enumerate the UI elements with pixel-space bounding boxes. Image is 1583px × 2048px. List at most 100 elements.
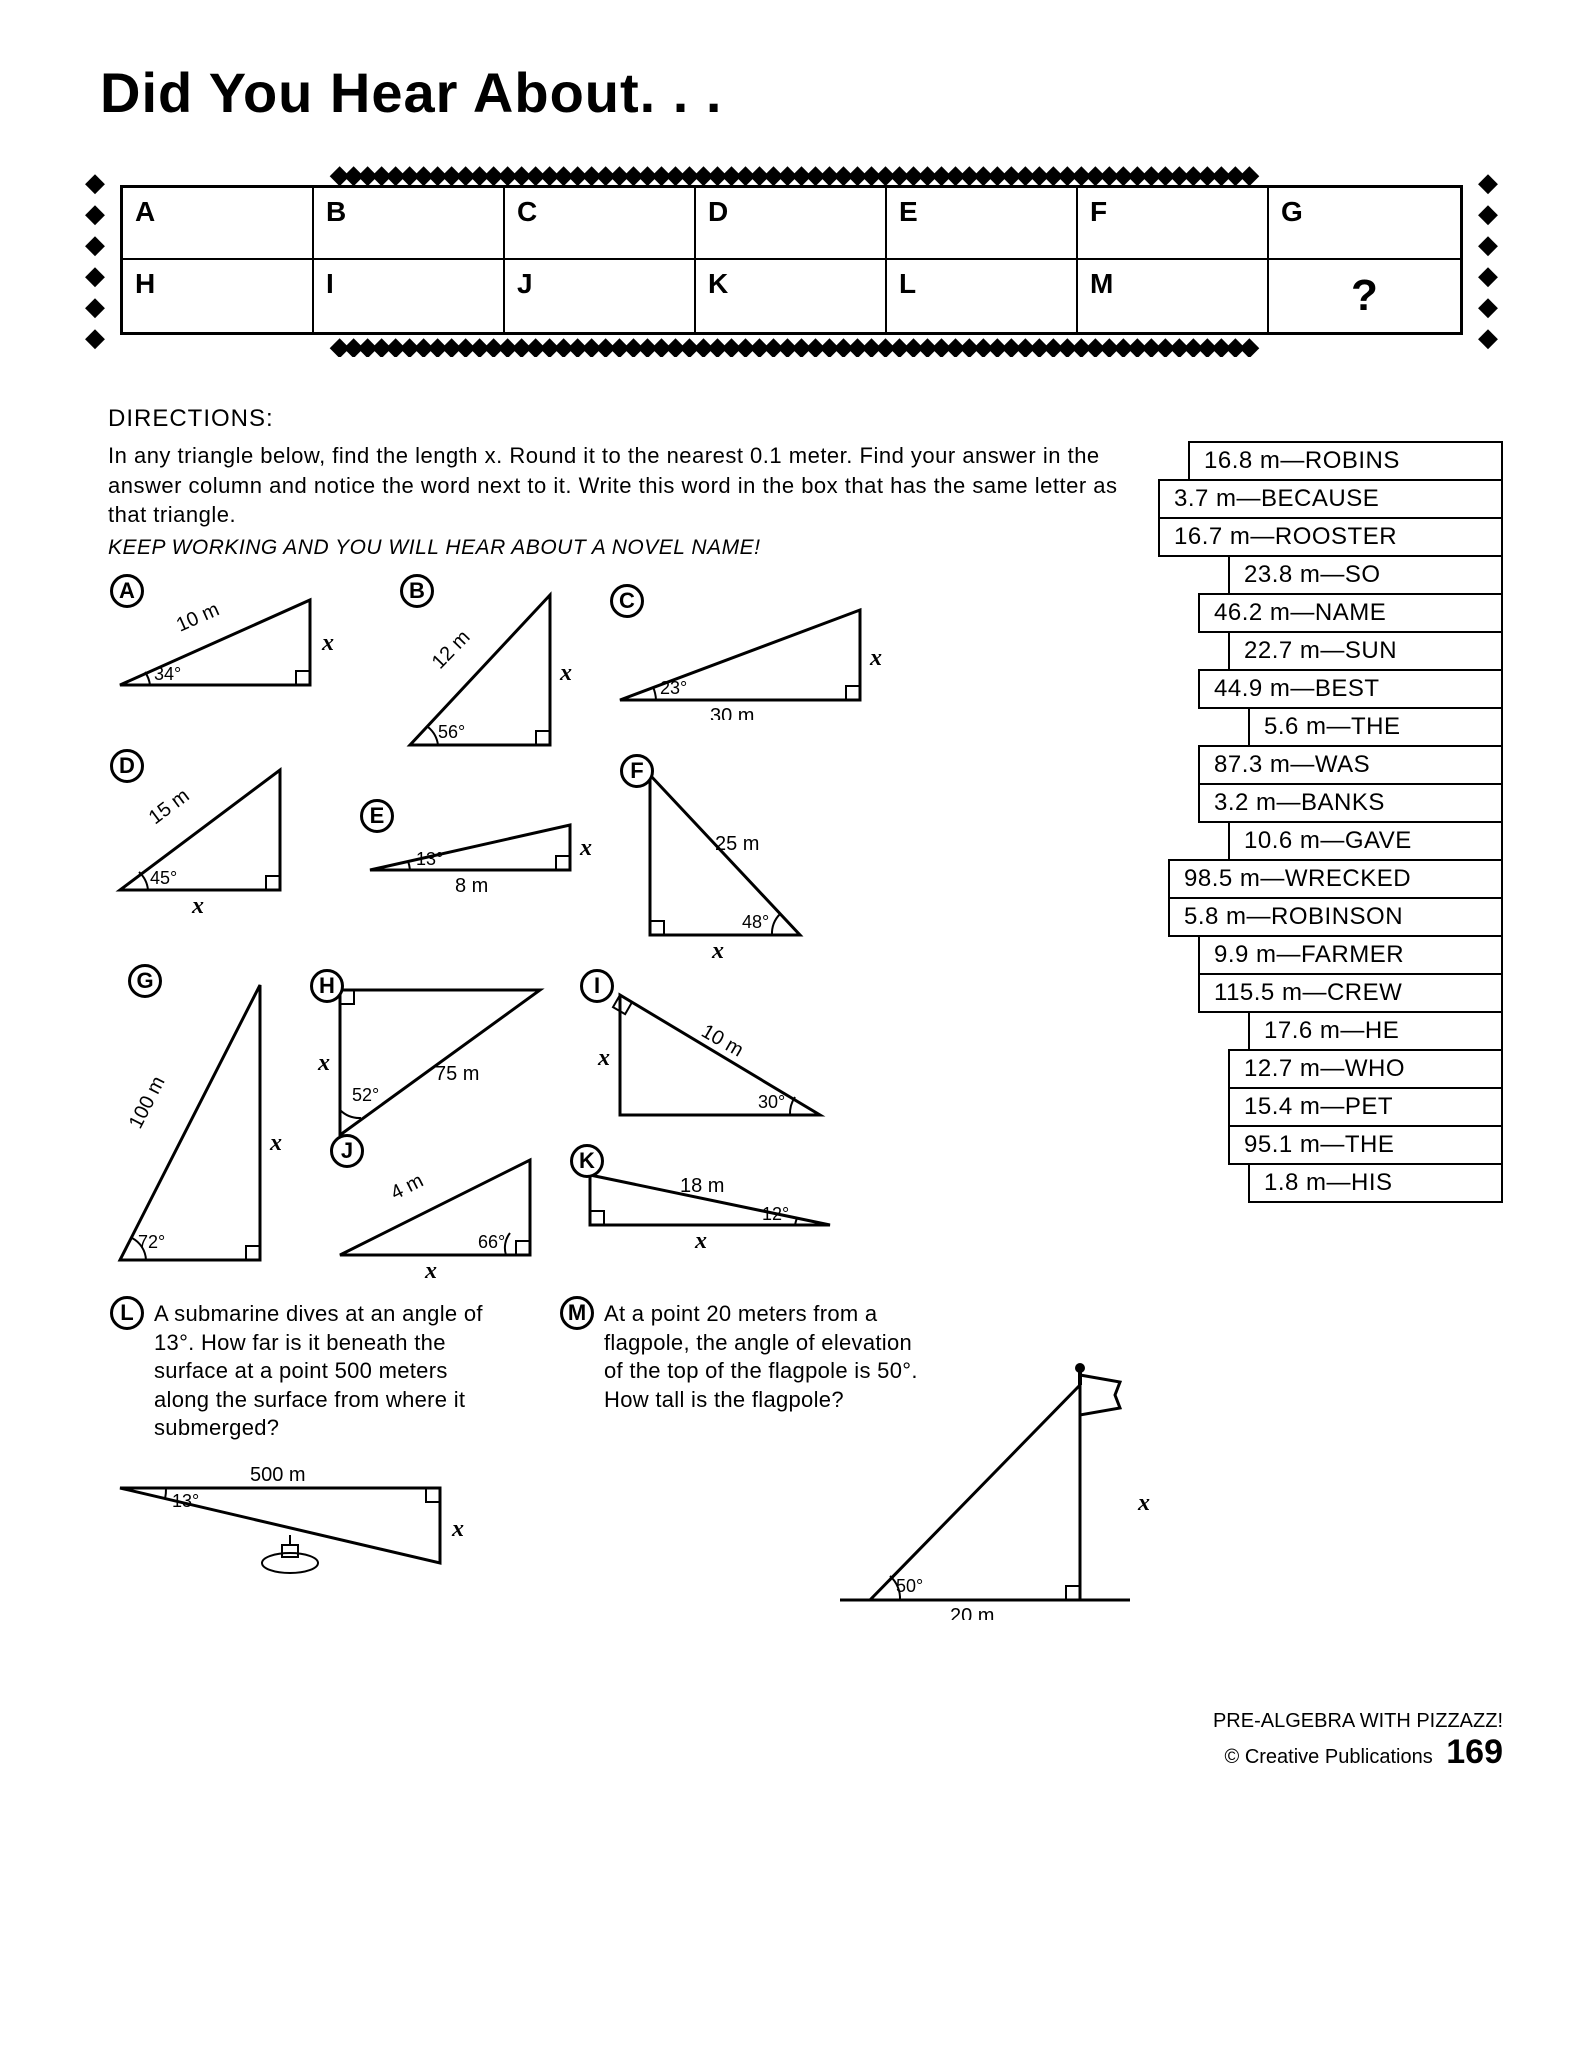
svg-text:100 m: 100 m — [125, 1073, 170, 1133]
svg-text:30 m: 30 m — [710, 705, 754, 720]
svg-text:34°: 34° — [154, 664, 181, 684]
cell-k[interactable]: K — [696, 260, 887, 332]
svg-text:500 m: 500 m — [250, 1464, 306, 1486]
svg-text:72°: 72° — [138, 1232, 165, 1252]
answer-option: 5.8 m—ROBINSON — [1168, 897, 1503, 937]
triangle-h: H 75 m 52° x — [310, 975, 560, 1155]
cell-g[interactable]: G — [1269, 188, 1460, 260]
diamond-border-left: ◆◆◆◆◆◆ — [80, 165, 110, 355]
label-k: K — [570, 1144, 604, 1178]
label-e: E — [360, 799, 394, 833]
x-h: x — [318, 1050, 330, 1077]
svg-text:20 m: 20 m — [950, 1605, 994, 1620]
svg-text:13°: 13° — [172, 1491, 199, 1511]
cell-l[interactable]: L — [887, 260, 1078, 332]
svg-text:15 m: 15 m — [145, 785, 194, 829]
triangle-b: B 12 m 56° x — [400, 580, 570, 760]
directions-text: In any triangle below, find the length x… — [108, 441, 1138, 530]
label-a: A — [110, 574, 144, 608]
svg-text:52°: 52° — [352, 1085, 379, 1105]
cell-qmark: ? — [1269, 260, 1460, 332]
cell-c[interactable]: C — [505, 188, 696, 260]
footer: PRE-ALGEBRA WITH PIZZAZZ! © Creative Pub… — [80, 1710, 1503, 1772]
triangle-k: K 18 m 12° x — [570, 1150, 850, 1250]
cell-b[interactable]: B — [314, 188, 505, 260]
answer-grid: A B C D E F G H I J K L M ? — [120, 185, 1463, 335]
svg-text:10 m: 10 m — [173, 598, 223, 636]
cell-m[interactable]: M — [1078, 260, 1269, 332]
cell-e[interactable]: E — [887, 188, 1078, 260]
svg-text:56°: 56° — [438, 722, 465, 742]
answer-option: 10.6 m—GAVE — [1228, 821, 1503, 861]
page-title: Did You Hear About. . . — [100, 60, 1503, 125]
answer-option: 46.2 m—NAME — [1198, 593, 1503, 633]
answer-column: 16.8 m—ROBINS3.7 m—BECAUSE16.7 m—ROOSTER… — [1158, 441, 1503, 1680]
answer-option: 5.6 m—THE — [1248, 707, 1503, 747]
problem-l-text: A submarine dives at an angle of 13°. Ho… — [154, 1300, 490, 1443]
cell-i[interactable]: I — [314, 260, 505, 332]
footer-title: PRE-ALGEBRA WITH PIZZAZZ! — [1213, 1710, 1503, 1732]
cell-f[interactable]: F — [1078, 188, 1269, 260]
diamond-border-bottom: ◆◆◆◆◆◆◆◆◆◆◆◆◆◆◆◆◆◆◆◆◆◆◆◆◆◆◆◆◆◆◆◆◆◆◆◆◆◆◆◆… — [110, 335, 1473, 357]
answer-option: 98.5 m—WRECKED — [1168, 859, 1503, 899]
left-column: In any triangle below, find the length x… — [80, 441, 1138, 1680]
problem-l: L A submarine dives at an angle of 13°. … — [110, 1300, 490, 1593]
x-i: x — [598, 1045, 610, 1072]
triangle-i: I 10 m 30° x — [580, 975, 840, 1135]
label-c: C — [610, 584, 644, 618]
svg-text:13°: 13° — [416, 849, 443, 869]
label-m: M — [560, 1296, 594, 1330]
cell-j[interactable]: J — [505, 260, 696, 332]
footer-copyright: © Creative Publications — [1225, 1746, 1433, 1768]
svg-text:45°: 45° — [150, 868, 177, 888]
svg-text:30°: 30° — [758, 1092, 785, 1112]
answer-option: 3.7 m—BECAUSE — [1158, 479, 1503, 519]
triangle-e: E 13° 8 m x — [360, 805, 590, 895]
x-g: x — [270, 1130, 282, 1157]
x-e: x — [580, 835, 592, 862]
label-b: B — [400, 574, 434, 608]
cell-a[interactable]: A — [123, 188, 314, 260]
label-i: I — [580, 969, 614, 1003]
cell-d[interactable]: D — [696, 188, 887, 260]
triangle-f: F 25 m 48° x — [620, 760, 820, 960]
triangle-j: J 4 m 66° x — [330, 1140, 550, 1280]
svg-text:18 m: 18 m — [680, 1175, 724, 1197]
x-b: x — [560, 660, 572, 687]
answer-option: 115.5 m—CREW — [1198, 973, 1503, 1013]
svg-text:48°: 48° — [742, 912, 769, 932]
answer-option: 3.2 m—BANKS — [1198, 783, 1503, 823]
svg-text:x: x — [191, 893, 204, 915]
diamond-border-right: ◆◆◆◆◆◆ — [1473, 165, 1503, 355]
svg-text:x: x — [694, 1228, 707, 1250]
svg-text:12°: 12° — [762, 1204, 789, 1224]
svg-text:50°: 50° — [896, 1576, 923, 1596]
svg-text:25 m: 25 m — [715, 833, 759, 855]
answer-option: 12.7 m—WHO — [1228, 1049, 1503, 1089]
x-m: x — [1138, 1490, 1150, 1517]
svg-text:12 m: 12 m — [428, 626, 475, 673]
directions-label: DIRECTIONS: — [108, 405, 1503, 433]
x-c: x — [870, 645, 882, 672]
answer-option: 15.4 m—PET — [1228, 1087, 1503, 1127]
answer-option: 17.6 m—HE — [1248, 1011, 1503, 1051]
problems-area: A 10 m 34° x B 12 m 56° — [100, 580, 1138, 1680]
label-g: G — [128, 964, 162, 998]
answer-grid-container: ◆◆◆◆◆◆◆◆◆◆◆◆◆◆◆◆◆◆◆◆◆◆◆◆◆◆◆◆◆◆◆◆◆◆◆◆◆◆◆◆… — [80, 145, 1503, 375]
x-l: x — [452, 1516, 464, 1543]
cell-h[interactable]: H — [123, 260, 314, 332]
svg-text:x: x — [424, 1258, 437, 1280]
triangle-c: C 23° 30 m x — [610, 590, 880, 720]
answer-option: 16.7 m—ROOSTER — [1158, 517, 1503, 557]
triangle-d: D 15 m 45° x — [110, 755, 300, 915]
answer-option: 23.8 m—SO — [1228, 555, 1503, 595]
label-f: F — [620, 754, 654, 788]
diamond-border-top: ◆◆◆◆◆◆◆◆◆◆◆◆◆◆◆◆◆◆◆◆◆◆◆◆◆◆◆◆◆◆◆◆◆◆◆◆◆◆◆◆… — [110, 163, 1473, 185]
problem-m: M At a point 20 meters from a flagpole, … — [560, 1300, 1120, 1414]
triangle-a: A 10 m 34° x — [110, 580, 330, 700]
answer-option: 95.1 m—THE — [1228, 1125, 1503, 1165]
svg-text:x: x — [711, 938, 724, 960]
directions-keepworking: KEEP WORKING AND YOU WILL HEAR ABOUT A N… — [108, 536, 1138, 560]
svg-text:8 m: 8 m — [455, 875, 488, 895]
triangle-g: G 100 m 72° x — [110, 970, 280, 1280]
